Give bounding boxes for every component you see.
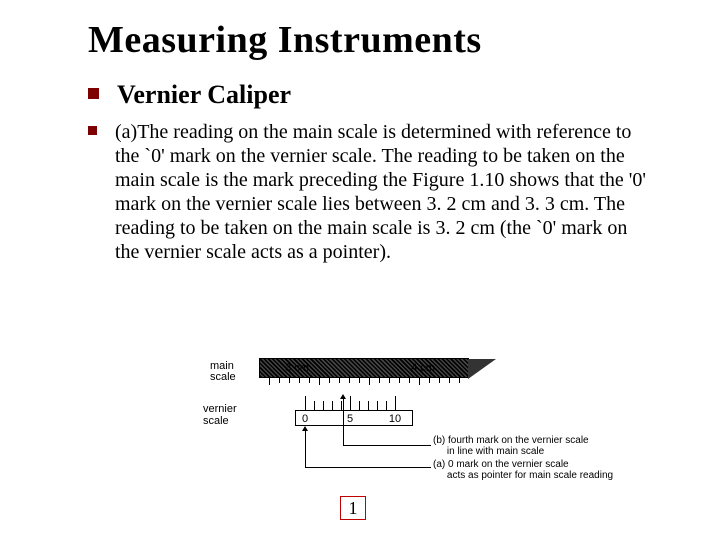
main-scale-3cm: 3 cm xyxy=(285,362,309,374)
main-scale-4cm: 4 cm xyxy=(411,362,435,374)
bullet-marker-icon xyxy=(88,88,99,99)
vernier-label-10: 10 xyxy=(389,413,401,425)
bullet-body-text: (a)The reading on the main scale is dete… xyxy=(115,120,655,264)
annotation-b-text: (b) fourth mark on the vernier scale in … xyxy=(433,436,608,457)
vernier-label-5: 5 xyxy=(347,413,353,425)
annotation-a-text: (a) 0 mark on the vernier scale acts as … xyxy=(433,460,623,481)
annotation-a-line xyxy=(305,428,306,468)
vernier-diagram: mainscale vernierscale 3 cm 4 cm xyxy=(255,358,605,493)
annotation-b-line xyxy=(343,396,344,446)
vernier-scale-label: vernierscale xyxy=(203,404,237,427)
bullet-marker-icon xyxy=(88,126,97,135)
vernier-scale-ticks xyxy=(299,394,419,410)
bullet-heading-text: Vernier Caliper xyxy=(117,80,291,110)
page-number: 1 xyxy=(340,496,366,520)
slide-title: Measuring Instruments xyxy=(88,18,660,62)
annotation-a-hline xyxy=(305,467,431,468)
annotation-b-hline xyxy=(343,445,431,446)
vernier-label-0: 0 xyxy=(302,413,308,425)
bullet-item-body: (a)The reading on the main scale is dete… xyxy=(88,120,660,264)
main-scale-ticks xyxy=(259,378,499,386)
bullet-item-heading: Vernier Caliper xyxy=(88,80,660,110)
main-scale-label: mainscale xyxy=(210,361,236,383)
